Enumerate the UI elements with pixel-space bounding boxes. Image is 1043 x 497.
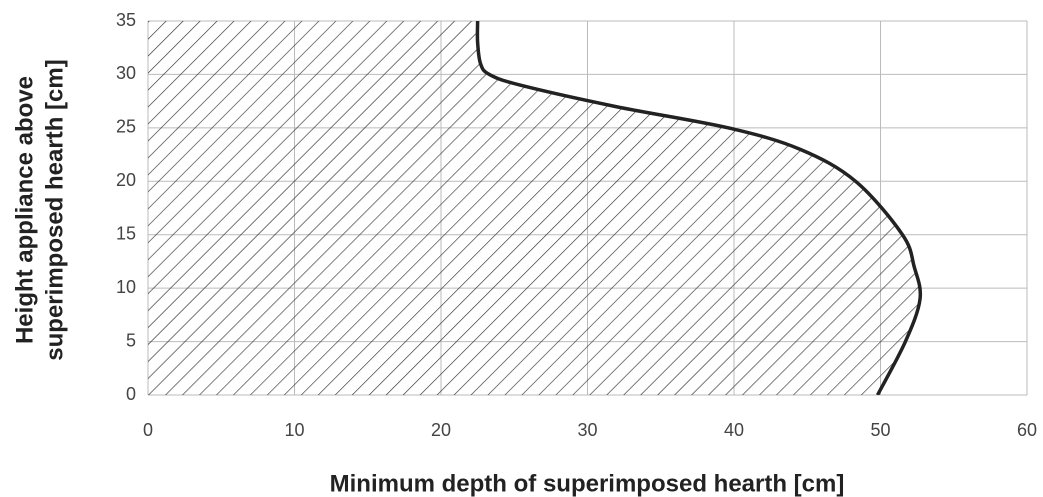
y-axis-title: superimposed hearth [cm] — [41, 59, 68, 360]
plot-area — [148, 21, 923, 395]
y-axis-title: Height appliance above — [11, 76, 38, 344]
y-tick-label: 10 — [116, 277, 136, 297]
x-tick-label: 30 — [577, 420, 597, 440]
x-tick-label: 10 — [284, 420, 304, 440]
x-tick-label: 40 — [724, 420, 744, 440]
line — [475, 21, 923, 395]
y-tick-label: 30 — [116, 63, 136, 83]
y-tick-label: 35 — [116, 10, 136, 30]
x-tick-label: 60 — [1017, 420, 1037, 440]
x-tick-label: 0 — [143, 420, 153, 440]
y-tick-label: 20 — [116, 170, 136, 190]
x-axis-title: Minimum depth of superimposed hearth [cm… — [330, 470, 845, 497]
area-fill — [148, 21, 921, 395]
y-tick-label: 5 — [126, 330, 136, 350]
y-tick-label: 25 — [116, 117, 136, 137]
labels: 0 5 10 15 20 25 30 35 0 10 20 30 40 50 60 — [116, 10, 1037, 440]
y-tick-label: 0 — [126, 384, 136, 404]
x-tick-label: 50 — [870, 420, 890, 440]
x-tick-label: 20 — [431, 420, 451, 440]
y-tick-label: 15 — [116, 223, 136, 243]
